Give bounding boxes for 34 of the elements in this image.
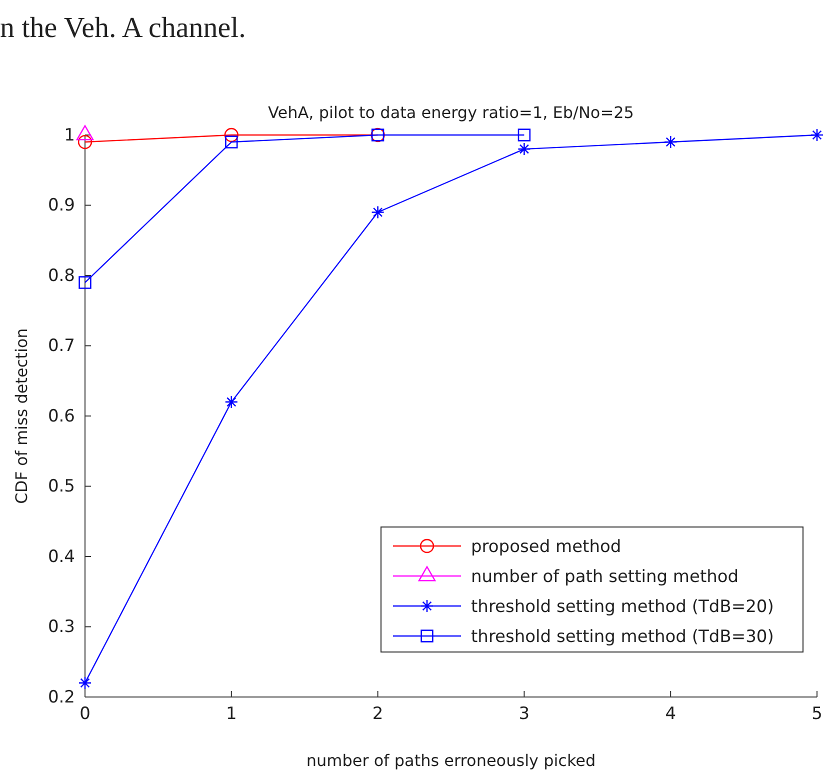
y-tick-label: 0.7 — [48, 336, 75, 356]
legend-label: proposed method — [471, 537, 622, 557]
point — [664, 135, 678, 149]
point — [518, 142, 531, 156]
y-tick-label: 0.4 — [48, 546, 75, 567]
y-tick-label: 0.2 — [48, 687, 75, 708]
x-tick-label: 1 — [226, 704, 237, 724]
x-axis-title: number of paths erroneously picked — [306, 751, 596, 770]
legend-label: number of path setting method — [471, 567, 739, 587]
point — [78, 276, 92, 289]
x-tick-label: 5 — [812, 704, 822, 724]
chart-title: VehA, pilot to data energy ratio=1, Eb/No=25 — [268, 103, 634, 122]
x-tick-label: 3 — [518, 704, 530, 724]
point — [225, 136, 238, 148]
y-tick-label: 0.3 — [48, 617, 75, 638]
point — [371, 206, 384, 219]
y-tick-label: 0.8 — [48, 266, 75, 286]
y-tick-label: 1 — [64, 125, 75, 146]
point — [78, 676, 92, 690]
point — [78, 134, 92, 150]
x-tick-label: 2 — [372, 704, 384, 724]
point — [224, 128, 238, 142]
point — [518, 128, 531, 142]
legend-label: threshold setting method (TdB=30) — [471, 627, 774, 647]
y-tick-label: 0.9 — [48, 196, 75, 216]
point — [810, 128, 824, 142]
y-tick-label: 0.5 — [48, 476, 75, 497]
y-tick-label: 0.6 — [48, 406, 75, 426]
point — [224, 395, 238, 409]
x-tick-label: 4 — [665, 704, 676, 724]
legend-label: threshold setting method (TdB=20) — [471, 597, 774, 617]
x-tick-label: 0 — [80, 704, 90, 724]
text: n the Veh. A channel. — [0, 12, 246, 44]
y-axis-title: CDF of miss detection — [12, 328, 31, 504]
